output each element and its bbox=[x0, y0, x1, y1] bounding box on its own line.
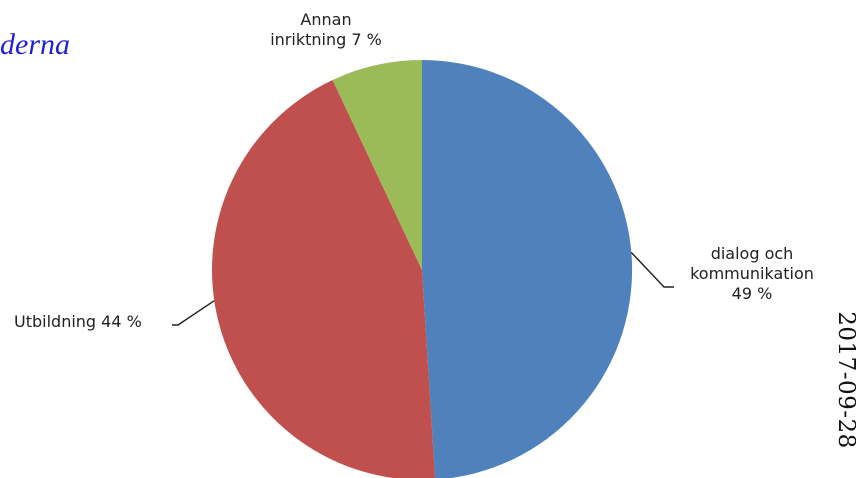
pie-slice-0 bbox=[422, 60, 633, 478]
slice-label-line: Utbildning 44 % bbox=[14, 312, 142, 331]
slice-label-line: inriktning 7 % bbox=[270, 30, 382, 49]
pie-slice-2 bbox=[332, 60, 422, 270]
slice-label-utbildning: Utbildning 44 % bbox=[14, 312, 142, 332]
slide-title-fragment: derna bbox=[0, 28, 70, 61]
leader-line-1 bbox=[172, 300, 215, 326]
pie-slice-1 bbox=[212, 79, 436, 478]
slice-label-line: 49 % bbox=[731, 284, 773, 303]
slice-label-annan-inriktning: Annan inriktning 7 % bbox=[256, 10, 396, 50]
pie-slices bbox=[212, 60, 633, 478]
leader-line-0 bbox=[630, 251, 674, 288]
slice-label-line: Annan bbox=[300, 10, 352, 29]
slice-label-line: kommunikation bbox=[690, 264, 814, 283]
leader-lines bbox=[172, 251, 674, 326]
slice-label-dialog-och-kommunikation: dialog och kommunikation 49 % bbox=[680, 244, 824, 304]
slice-label-line: dialog och bbox=[710, 244, 794, 263]
date-stamp: 2017-09-28 bbox=[833, 311, 856, 449]
